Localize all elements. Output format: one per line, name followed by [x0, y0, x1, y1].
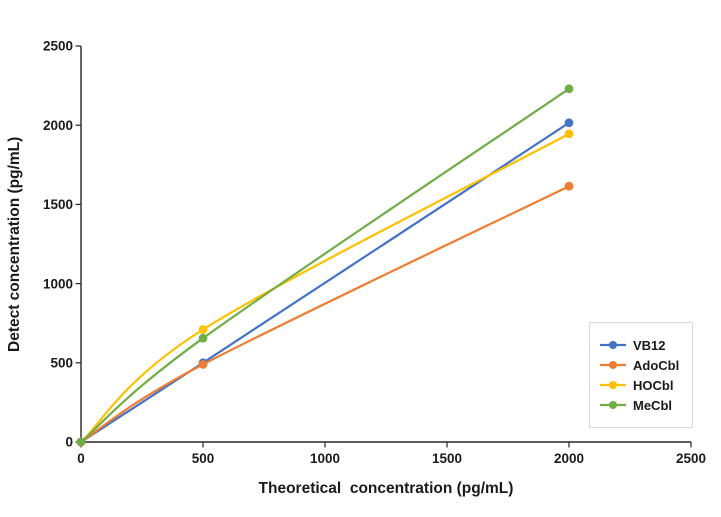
legend-swatch-vb12 [600, 341, 626, 349]
series-line-hocbl [79, 132, 571, 444]
legend-label: HOCbl [633, 377, 674, 393]
data-point-mecbl [198, 333, 208, 343]
x-tick-label: 0 [77, 451, 85, 466]
y-tick-label: 500 [50, 356, 73, 371]
legend-marker-icon [609, 341, 617, 349]
x-axis-title: Theoretical concentration (pg/mL) [258, 480, 514, 497]
legend-label: AdoCbl [633, 357, 680, 373]
y-tick-label: 0 [65, 435, 73, 450]
y-tick-label: 1500 [43, 197, 73, 212]
legend-swatch-mecbl [600, 401, 626, 409]
series-line-mecbl [79, 87, 571, 444]
legend-item-hocbl: HOCbl [599, 379, 692, 392]
legend-marker-icon [609, 361, 617, 369]
y-tick-label: 2000 [43, 118, 73, 133]
data-point-adocbl [564, 181, 574, 191]
legend-item-vb12: VB12 [599, 339, 692, 352]
y-axis-title: Detect concentration (pg/mL) [6, 136, 23, 352]
data-point-vb12 [564, 118, 574, 128]
x-tick-label: 1500 [432, 451, 462, 466]
legend-marker-icon [609, 381, 617, 389]
legend-item-adocbl: AdoCbl [599, 359, 692, 372]
legend-label: VB12 [633, 337, 666, 353]
data-point-hocbl [564, 129, 574, 139]
x-tick-label: 500 [192, 451, 215, 466]
legend-swatch-hocbl [600, 381, 626, 389]
y-tick-label: 1000 [43, 276, 73, 291]
y-tick-label: 2500 [43, 39, 73, 54]
legend-swatch-adocbl [600, 361, 626, 369]
x-tick-label: 1000 [310, 451, 340, 466]
chart-legend: VB12 AdoCbl HOCbl MeCbl [589, 322, 693, 428]
legend-marker-icon [609, 401, 617, 409]
x-tick-label: 2000 [554, 451, 584, 466]
legend-item-mecbl: MeCbl [599, 399, 692, 412]
x-tick-label: 2500 [676, 451, 706, 466]
data-point-adocbl [198, 359, 208, 369]
data-point-mecbl [76, 437, 86, 447]
legend-label: MeCbl [633, 397, 672, 413]
data-point-hocbl [198, 325, 208, 334]
series-line-adocbl [79, 185, 571, 444]
data-point-mecbl [564, 84, 574, 94]
